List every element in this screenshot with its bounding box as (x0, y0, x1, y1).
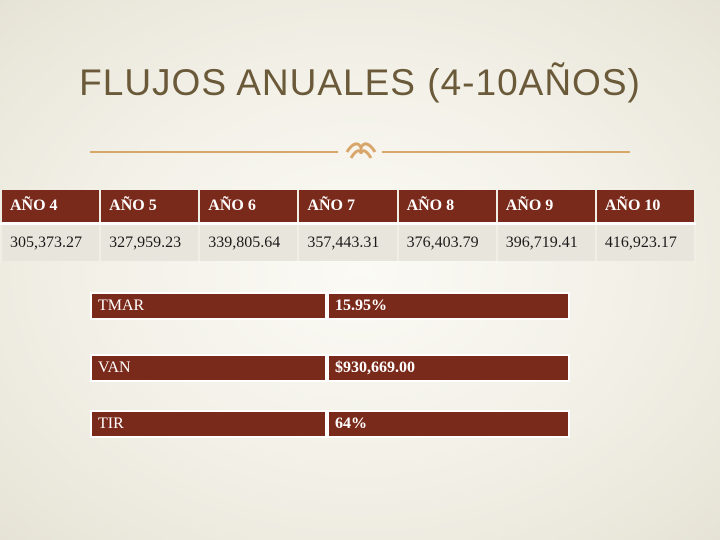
indicator-value: 64% (329, 412, 568, 436)
year-header: AÑO 7 (297, 190, 399, 225)
flow-value: 305,373.27 (0, 223, 102, 261)
flow-value: 339,805.64 (198, 223, 300, 261)
fleur-ornament-icon (345, 142, 377, 159)
indicator-label: TIR (92, 412, 329, 436)
slide-title: FLUJOS ANUALES (4-10AÑOS) (79, 62, 641, 103)
year-header: AÑO 10 (594, 190, 697, 225)
indicator-value: $930,669.00 (329, 356, 568, 380)
flow-value: 357,443.31 (297, 223, 399, 261)
year-header: AÑO 6 (198, 190, 300, 225)
indicator-row-tmar: TMAR 15.95% (90, 292, 570, 320)
annual-flows-table: AÑO 4 AÑO 5 AÑO 6 AÑO 7 AÑO 8 AÑO 9 AÑO … (0, 190, 697, 261)
indicator-label: VAN (92, 356, 329, 380)
indicator-row-van: VAN $930,669.00 (90, 354, 570, 382)
divider-line-left (90, 151, 338, 153)
indicator-value: 15.95% (329, 294, 568, 318)
flow-value: 376,403.79 (396, 223, 498, 261)
year-header: AÑO 5 (99, 190, 201, 225)
table-row: 305,373.27 327,959.23 339,805.64 357,443… (0, 223, 697, 261)
year-header: AÑO 8 (396, 190, 498, 225)
flow-value: 396,719.41 (495, 223, 597, 261)
table-header-row: AÑO 4 AÑO 5 AÑO 6 AÑO 7 AÑO 8 AÑO 9 AÑO … (0, 190, 697, 225)
indicator-row-tir: TIR 64% (90, 410, 570, 438)
title-divider (90, 140, 630, 164)
year-header: AÑO 4 (0, 190, 102, 225)
indicator-label: TMAR (92, 294, 329, 318)
divider-line-right (382, 151, 630, 153)
year-header: AÑO 9 (495, 190, 597, 225)
flow-value: 416,923.17 (594, 223, 697, 261)
flow-value: 327,959.23 (99, 223, 201, 261)
